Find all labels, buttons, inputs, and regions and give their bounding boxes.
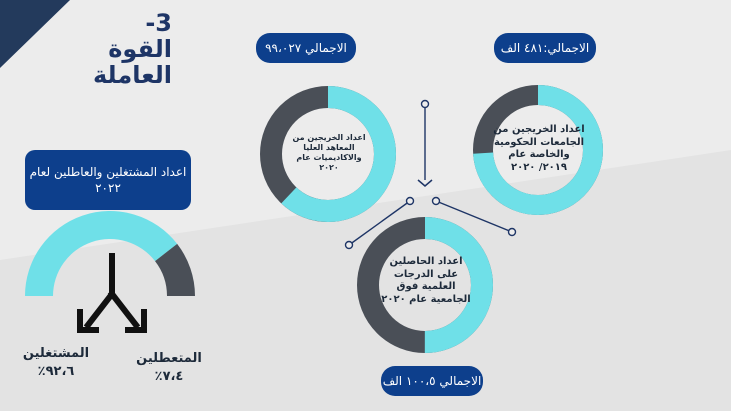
- gauge-employed-arc: [25, 211, 178, 296]
- title-line-1: 3- القوة: [108, 9, 172, 63]
- top-left-triangle: [0, 0, 70, 68]
- postgraduate-total-badge: الاجمالي ١٠٠،٥ الف: [381, 366, 483, 396]
- page-title: 3- القوة العاملة: [76, 10, 172, 88]
- unemployed-value: ٧،٤٪: [154, 368, 184, 384]
- gauge-title-box: اعداد المشتغلين والعاطلين لعام ٢٠٢٢: [25, 150, 191, 210]
- connector-node: [420, 99, 430, 109]
- gauge-unemployed-arc: [155, 243, 195, 296]
- donut-institutes: [260, 86, 396, 222]
- connector-node: [405, 196, 415, 206]
- employed-label-group: المشتغلين ٩٢،٦٪: [22, 345, 90, 380]
- donut-postgraduate-arc: [357, 217, 493, 353]
- unemployed-label: المتعطلين: [136, 351, 202, 366]
- connector-node: [507, 227, 517, 237]
- title-line-2: العاملة: [92, 61, 172, 89]
- gauge-title: اعداد المشتغلين والعاطلين لعام ٢٠٢٢: [29, 164, 187, 195]
- donut-universities: [473, 85, 603, 215]
- institutes-total-badge: الاجمالي ٩٩،٠٢٧: [256, 33, 356, 63]
- donut-postgraduate: [357, 217, 493, 353]
- connector-node: [431, 196, 441, 206]
- employed-value: ٩٢،٦٪: [37, 363, 75, 379]
- donut-postgraduate-label: اعداد الحاصلين على الدرجات العلمية فوق ا…: [381, 256, 471, 305]
- donut-universities-arc: [473, 85, 603, 215]
- employed-label: المشتغلين: [22, 346, 90, 361]
- unemployed-label-group: المتعطلين ٧،٤٪: [134, 350, 204, 385]
- split-arrow-icon: [77, 253, 147, 333]
- donut-institutes-label: اعداد الخريجين من المعاهد العليا والاكاد…: [292, 133, 366, 172]
- donut-universities-label: اعداد الخريجين من الجامعات الحكومية والخ…: [493, 124, 585, 173]
- connector-node: [344, 240, 354, 250]
- donut-institutes-arc: [260, 86, 396, 222]
- universities-total-badge: الاجمالي:٤٨١ الف: [494, 33, 596, 63]
